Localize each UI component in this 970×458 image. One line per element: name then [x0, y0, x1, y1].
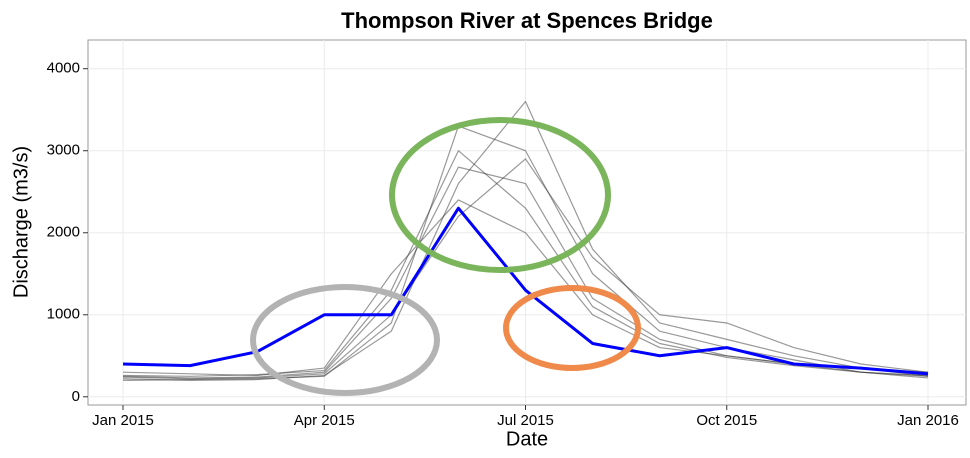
- x-tick-label: Jul 2015: [497, 412, 554, 429]
- series-line: [122, 100, 929, 381]
- y-tick-label: 0: [72, 388, 80, 405]
- series-line: [122, 125, 929, 381]
- y-axis-label: Discharge (m3/s): [10, 146, 32, 298]
- annotation-ellipse: [503, 285, 641, 371]
- annotation-ellipse: [389, 117, 611, 273]
- y-tick-label: 4000: [47, 60, 80, 77]
- x-tick-label: Jan 2015: [92, 412, 154, 429]
- x-axis-label: Date: [506, 428, 548, 450]
- annotation-ellipse: [250, 284, 440, 396]
- series-line: [122, 150, 929, 377]
- plot-frame: [87, 39, 967, 406]
- chart-title: Thompson River at Spences Bridge: [341, 8, 713, 33]
- y-tick-label: 1000: [47, 306, 80, 323]
- x-tick-label: Jan 2016: [897, 412, 959, 429]
- series-line: [122, 158, 929, 380]
- plot-layer: 0 1000 2000 3000 4000 Jan 2015 Apr 2015 Jul 201…: [47, 40, 966, 429]
- y-tick-label: 3000: [47, 142, 80, 159]
- x-tick-label: Apr 2015: [294, 412, 355, 429]
- x-tick-label: Oct 2015: [696, 412, 757, 429]
- y-tick-label: 2000: [47, 224, 80, 241]
